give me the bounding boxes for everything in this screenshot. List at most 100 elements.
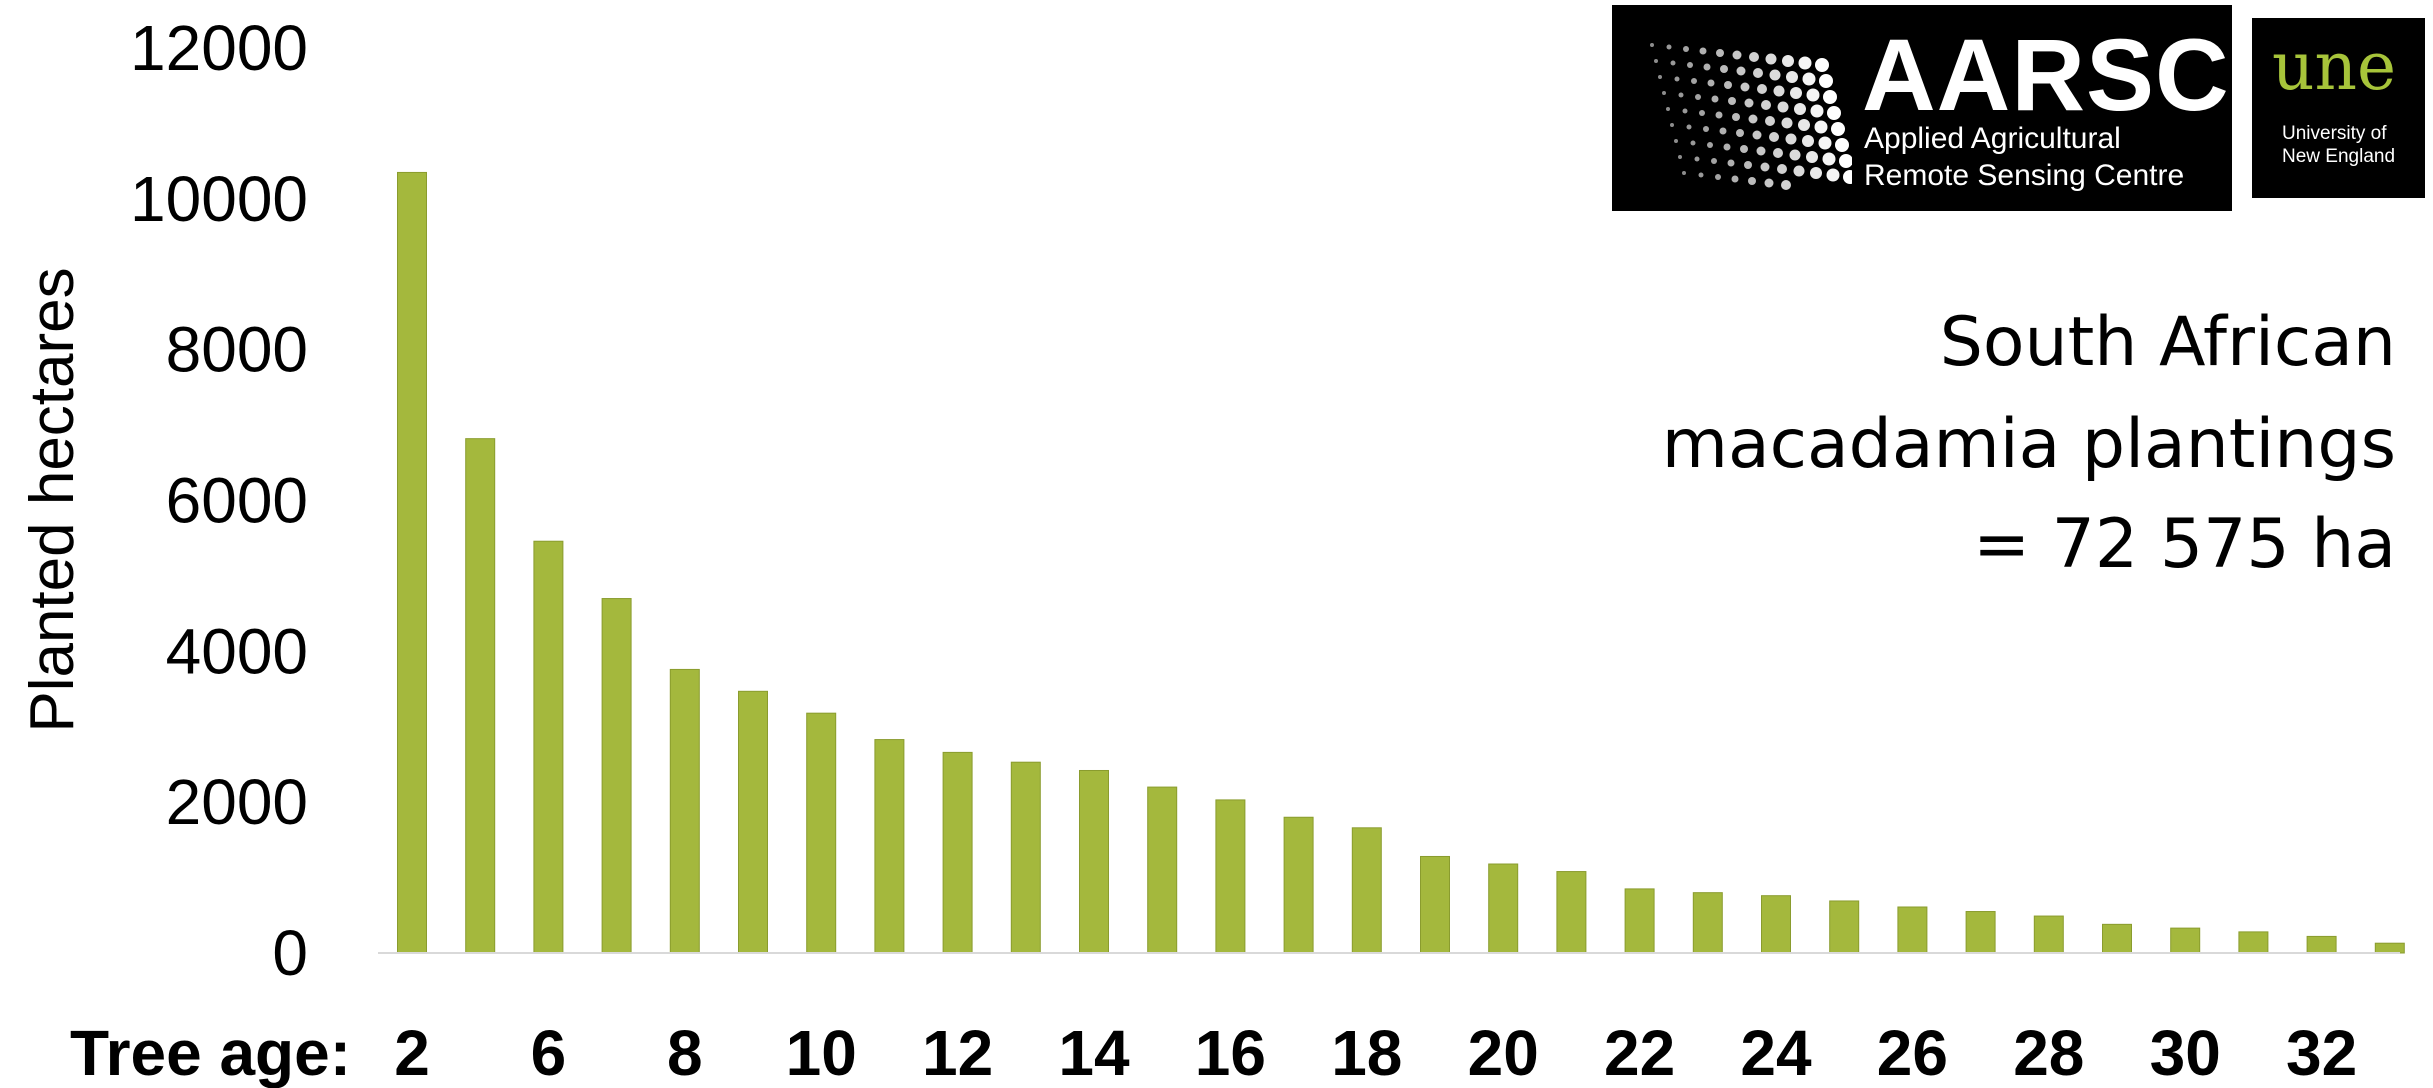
logo-dot — [1810, 167, 1822, 179]
logo-dot — [1781, 117, 1793, 129]
bar — [1897, 906, 1928, 954]
logo-dot — [1823, 90, 1837, 104]
bar — [1147, 786, 1178, 954]
x-tick-label: 28 — [2013, 1017, 2084, 1088]
logo-dot — [1794, 103, 1806, 115]
y-axis-ticks: 0 2000 4000 6000 8000 10000 12000 — [130, 12, 308, 989]
annotation-line-3: = 72 575 ha — [1973, 505, 2396, 584]
logo-dot — [1662, 91, 1666, 95]
logo-dot — [1769, 69, 1781, 81]
bar — [1829, 900, 1860, 954]
bar — [806, 712, 837, 954]
logo-dot — [1814, 120, 1828, 134]
y-tick-label: 12000 — [130, 12, 308, 84]
x-axis-ticks: 2 6 8 10 12 14 16 18 20 22 24 26 28 30 32 — [394, 1017, 2357, 1088]
logo-dot — [1786, 71, 1798, 83]
logo-dot — [1727, 159, 1735, 167]
logo-dot — [1806, 88, 1820, 102]
logo-dot — [1650, 43, 1654, 47]
bar — [533, 540, 564, 954]
logo-dot — [1757, 84, 1767, 94]
y-tick-label: 10000 — [130, 163, 308, 235]
logo-dot — [1707, 79, 1715, 87]
bar — [1624, 888, 1655, 954]
logo-dot — [1715, 111, 1723, 119]
x-tick-label: 10 — [786, 1017, 857, 1088]
logo-dot — [1781, 180, 1791, 190]
logo-dot — [1678, 92, 1684, 98]
logo-dot — [1827, 106, 1841, 120]
logo-dot — [1819, 74, 1833, 88]
logo-dot — [1728, 97, 1736, 105]
logo-dot — [1785, 133, 1797, 145]
logo-dot — [1790, 87, 1802, 99]
bar — [1420, 855, 1450, 954]
logo-dot — [1761, 100, 1771, 110]
aarsc-logo-subtitle-1: Applied Agricultural — [1864, 122, 2121, 155]
logo-dot — [1749, 52, 1759, 62]
dot-fan-icon — [1650, 43, 1852, 190]
logo-dot — [1694, 156, 1700, 162]
annotation-line-2: macadamia plantings — [1662, 405, 2396, 484]
logo-dot — [1782, 55, 1794, 67]
logo-dot — [1769, 132, 1779, 142]
bar — [1351, 827, 1382, 954]
x-tick-label: 16 — [1195, 1017, 1266, 1088]
logo-dot — [1698, 172, 1704, 178]
logo-dot — [1798, 56, 1812, 70]
x-tick-label: 6 — [531, 1017, 567, 1088]
logo-dot — [1798, 119, 1810, 131]
bar — [1692, 892, 1723, 954]
bar — [2033, 915, 2064, 954]
bar — [1079, 769, 1109, 954]
logo-dot — [1756, 146, 1766, 156]
logo-dot — [1777, 101, 1789, 113]
logo-dot — [1815, 58, 1829, 72]
bar — [2238, 931, 2269, 954]
x-tick-label: 22 — [1604, 1017, 1675, 1088]
x-tick-label: 18 — [1331, 1017, 1402, 1088]
bar — [1488, 863, 1519, 954]
logo-dot — [1789, 149, 1801, 161]
logo-dot — [1724, 81, 1732, 89]
logo-dot — [1670, 60, 1676, 66]
logo-dot — [1666, 44, 1672, 50]
bar — [1965, 911, 1996, 954]
logo-dot — [1753, 68, 1763, 78]
logo-dot — [1682, 171, 1686, 175]
aarsc-logo: AARSC Applied Agricultural Remote Sensin… — [1612, 5, 2232, 211]
bar — [738, 690, 768, 954]
x-tick-label: 8 — [667, 1017, 703, 1088]
x-tick-label: 14 — [1058, 1017, 1130, 1088]
logo-dot — [1765, 116, 1775, 126]
logo-dot — [1835, 138, 1849, 152]
bar — [1010, 761, 1041, 954]
bar — [1283, 816, 1314, 954]
logo-dot — [1707, 142, 1713, 148]
logo-dot — [1777, 164, 1787, 174]
logo-dot — [1703, 126, 1709, 132]
logo-dot — [1666, 107, 1670, 111]
y-tick-label: 2000 — [166, 766, 308, 838]
annotation-line-1: South African — [1940, 303, 2396, 382]
logo-dot — [1723, 143, 1731, 151]
x-tick-label: 12 — [922, 1017, 993, 1088]
logo-dot — [1748, 114, 1758, 124]
logo-dot — [1686, 124, 1692, 130]
x-tick-label: 30 — [2150, 1017, 2221, 1088]
bar — [2306, 935, 2337, 954]
logo-dot — [1732, 50, 1742, 60]
logo-dot — [1699, 110, 1705, 116]
bar — [1761, 895, 1791, 954]
bar — [2102, 923, 2132, 954]
bar — [874, 739, 905, 954]
bar — [2374, 942, 2405, 954]
logo-dot — [1810, 104, 1824, 118]
logo-dot — [1691, 78, 1697, 84]
logo-dot — [1839, 154, 1852, 168]
logo-dot — [1740, 145, 1748, 153]
bar — [942, 751, 973, 954]
logo-dot — [1654, 59, 1658, 63]
y-axis-title: Planted hectares — [18, 267, 87, 732]
